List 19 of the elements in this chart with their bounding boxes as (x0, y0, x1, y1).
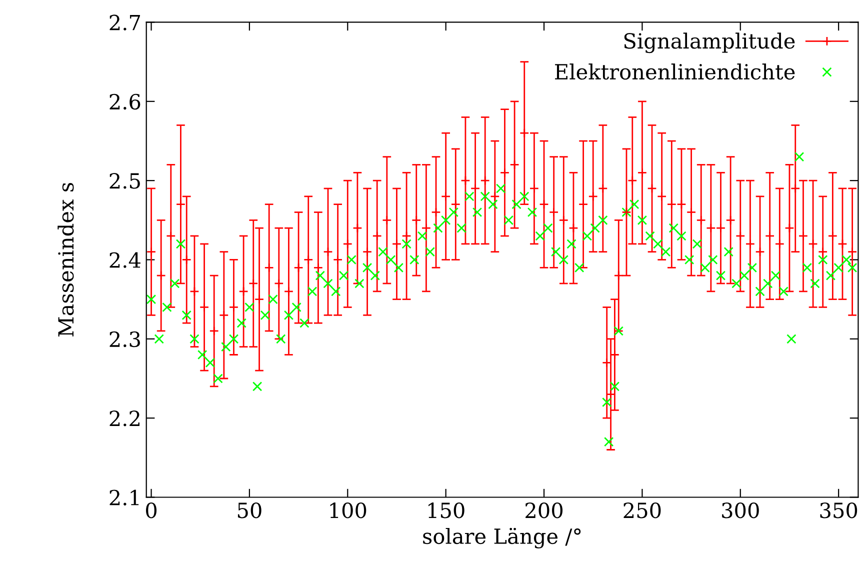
x-tick-label: 200 (526, 502, 563, 518)
y-tick-label: 2.4 (110, 252, 140, 268)
y-tick-label: 2.3 (110, 331, 140, 348)
x-tick-label: 0 (146, 502, 157, 518)
y-tick-label: 2.2 (110, 410, 140, 426)
x-tick-label: 50 (238, 502, 262, 518)
x-tick-label: 150 (428, 502, 464, 518)
y-tick-label: 2.6 (110, 94, 140, 110)
y-tick-label: 2.5 (110, 173, 140, 189)
y-tick-label: 2.1 (110, 490, 139, 506)
legend-label: Elektronenliniendichte (555, 64, 795, 80)
y-axis-title: Massenindex s (58, 182, 74, 337)
x-tick-label: 100 (330, 502, 366, 518)
x-tick-label: 300 (722, 502, 759, 518)
legend-label: Signalamplitude (624, 32, 795, 54)
x-tick-label: 350 (820, 502, 858, 518)
x-tick-label: 250 (624, 502, 661, 518)
y-tick-label: 2.7 (110, 14, 140, 30)
x-axis-title: solare Länge /° (423, 528, 581, 548)
